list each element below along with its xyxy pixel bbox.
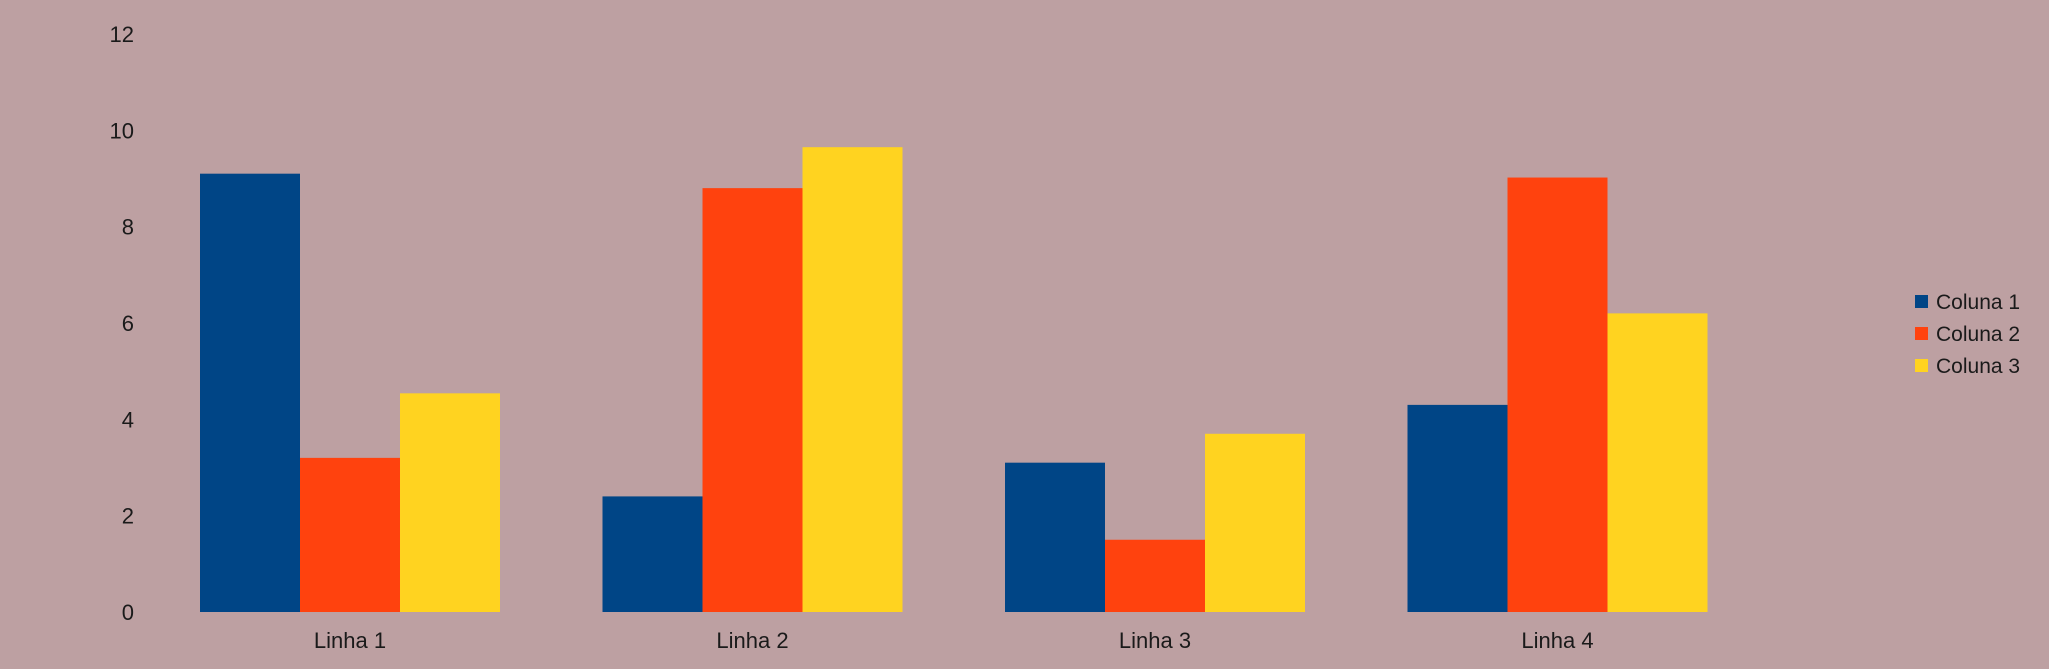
bar-coluna-3-linha-4 [1607, 313, 1708, 612]
bar-coluna-2-linha-4 [1507, 177, 1608, 612]
bar-coluna-1-linha-2 [602, 496, 703, 612]
bar-coluna-3-linha-1 [400, 393, 500, 612]
legend-swatch [1915, 295, 1928, 308]
bar-coluna-3-linha-3 [1205, 433, 1305, 612]
x-category-label: Linha 4 [1521, 628, 1593, 653]
bar-coluna-1-linha-1 [200, 173, 300, 612]
bar-coluna-2-linha-2 [702, 188, 803, 612]
x-axis-labels: Linha 1 Linha 2 Linha 3 Linha 4 [314, 628, 1594, 653]
y-tick-label: 0 [122, 600, 134, 625]
y-tick-label: 8 [122, 215, 134, 240]
y-tick-label: 10 [110, 118, 134, 143]
bar-coluna-3-linha-2 [802, 147, 903, 613]
legend-swatch [1915, 327, 1928, 340]
y-tick-label: 4 [122, 407, 134, 432]
legend: Coluna 1 Coluna 2 Coluna 3 [1915, 291, 2020, 378]
legend-swatch [1915, 359, 1928, 372]
legend-label: Coluna 3 [1936, 355, 2020, 378]
bar-coluna-2-linha-1 [300, 457, 400, 612]
legend-label: Coluna 2 [1936, 323, 2020, 346]
x-category-label: Linha 3 [1119, 628, 1191, 653]
y-tick-label: 6 [122, 311, 134, 336]
bars-group [200, 147, 1708, 613]
y-tick-label: 12 [110, 22, 134, 47]
bar-coluna-1-linha-4 [1407, 404, 1508, 612]
y-tick-label: 2 [122, 504, 134, 529]
y-axis-ticks: 0 2 4 6 8 10 12 [110, 22, 134, 625]
x-category-label: Linha 2 [716, 628, 788, 653]
legend-label: Coluna 1 [1936, 291, 2020, 314]
x-category-label: Linha 1 [314, 628, 386, 653]
bar-coluna-1-linha-3 [1005, 462, 1105, 612]
bar-coluna-2-linha-3 [1105, 539, 1205, 612]
